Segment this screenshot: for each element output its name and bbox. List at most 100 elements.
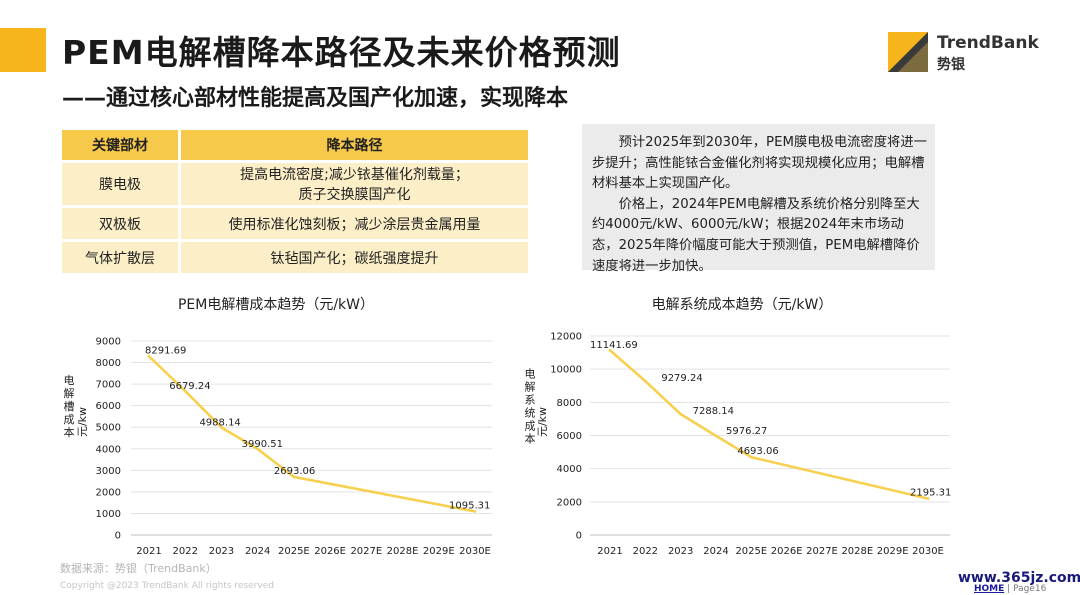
copyright-text: Copyright @2023 TrendBank All rights res… [60,581,274,591]
x-tick-label: 2028E [841,546,873,557]
data-point [750,455,753,459]
footer-nav: HOME | Page16 [974,584,1046,594]
table-cell-path-line: 质子交换膜国产化 [298,187,411,203]
table-cell-part: 膜电极 [62,163,181,205]
system-cost-chart: 电解系统成本趋势（元/kW） 0 2000 4000 6000 8000 10000 1200… [525,297,952,557]
y-axis-label: 电解系统成本 [525,368,536,446]
table-row: 双极板 使用标准化蚀刻板；减少涂层贵金属用量 [62,208,528,239]
forecast-note-box: 预计2025年到2030年，PEM膜电极电流密度将进一步提升；高性能铱合金催化剂… [582,124,935,274]
x-tick-label: 2030E [912,546,944,557]
table-cell-path: 使用标准化蚀刻板；减少涂层贵金属用量 [181,208,528,239]
data-label: 4693.06 [737,446,778,457]
data-label: 6679.24 [169,381,210,392]
data-label: 2195.31 [910,488,951,499]
data-point [292,475,296,479]
y-tick-label: 3000 [96,466,121,477]
table-cell-part: 气体扩散层 [62,242,181,273]
data-point [679,412,682,416]
y-tick-label: 2000 [96,487,121,498]
x-tick-label: 2023 [668,546,693,557]
table-row: 气体扩散层 钛毡国产化；碳纸强度提升 [62,242,528,273]
x-tick-label: 2022 [172,546,197,557]
chart-title: PEM电解槽成本趋势（元/kW） [178,297,374,313]
x-tick-label: 2030E [459,546,491,557]
table-cell-path: 钛毡国产化；碳纸强度提升 [181,242,528,273]
data-label: 7288.14 [693,406,734,417]
data-label: 9279.24 [661,373,702,384]
page-subtitle: ——通过核心部材性能提高及国产化加速，实现降本 [62,86,569,111]
data-label: 3990.51 [242,439,283,450]
table-cell-path: 提高电流密度;减少铱基催化剂载量； 质子交换膜国产化 [181,163,528,205]
y-tick-label: 10000 [550,365,582,376]
data-point [220,426,223,429]
trendbank-logo-icon [888,32,928,72]
note-paragraph: 价格上，2024年PEM电解槽及系统价格分别降至大约4000元/kW、6000元… [592,196,920,274]
logo-text: TrendBank [937,33,1039,53]
x-tick-label: 2029E [877,546,909,557]
y-tick-label: 12000 [550,332,582,343]
x-tick-label: 2026E [771,546,803,557]
series-line [608,348,930,500]
y-tick-label: 6000 [557,431,582,442]
x-tick-label: 2027E [806,546,838,557]
logo-text-cn: 势银 [937,57,965,73]
data-point [183,389,187,393]
y-tick-label: 5000 [96,423,121,434]
table-header-part: 关键部材 [62,130,181,160]
y-tick-label: 9000 [96,337,121,348]
x-tick-label: 2024 [245,546,270,557]
note-paragraph: 预计2025年到2030年，PEM膜电极电流密度将进一步提升；高性能铱合金催化剂… [592,135,927,192]
cost-reduction-table: 关键部材 降本路径 膜电极 提高电流密度;减少铱基催化剂载量； 质子交换膜国产化… [62,127,528,276]
x-tick-label: 2022 [633,546,658,557]
x-tick-label: 2026E [314,546,346,557]
x-tick-label: 2024 [703,546,728,557]
x-tick-label: 2029E [423,546,455,557]
data-point [256,447,259,451]
title-accent-block [0,28,46,72]
watermark: www.365jz.com [958,570,1080,586]
y-tick-label: 0 [576,531,582,542]
y-axis-unit: 元/kw [536,407,549,437]
data-point [473,510,477,513]
x-tick-label: 2028E [387,546,419,557]
data-point [644,379,647,383]
data-point [714,434,718,438]
y-tick-label: 4000 [557,464,582,475]
data-label: 4988.14 [199,417,240,428]
page-number: | Page16 [1007,584,1047,594]
table-header-path: 降本路径 [181,130,528,160]
y-tick-label: 6000 [96,401,121,412]
x-tick-label: 2027E [350,546,382,557]
chart-title: 电解系统成本趋势（元/kW） [652,297,833,313]
table-cell-part: 双极板 [62,208,181,239]
series-line [147,354,477,513]
data-label: 2693.06 [274,466,315,477]
data-label: 5976.27 [726,426,767,437]
y-axis-unit: 元/kw [76,407,89,437]
data-point [147,354,151,358]
x-tick-label: 2025E [735,546,767,557]
home-link[interactable]: HOME [974,584,1005,594]
y-tick-label: 8000 [557,398,582,409]
data-label: 1095.31 [449,500,490,511]
data-point [608,348,612,352]
data-source: 数据来源：势银（TrendBank） [60,562,217,575]
y-tick-label: 8000 [96,358,121,369]
y-tick-label: 4000 [96,444,121,455]
y-tick-label: 0 [115,531,121,542]
data-label: 11141.69 [590,340,638,351]
x-tick-label: 2021 [597,546,622,557]
table-cell-path-line: 提高电流密度;减少铱基催化剂载量； [240,167,469,183]
x-tick-label: 2021 [136,546,161,557]
y-tick-label: 7000 [96,380,121,391]
y-tick-label: 1000 [96,509,121,520]
data-point [926,497,930,500]
x-tick-label: 2023 [209,546,234,557]
data-label: 8291.69 [145,345,186,356]
table-row: 膜电极 提高电流密度;减少铱基催化剂载量； 质子交换膜国产化 [62,163,528,205]
x-tick-label: 2025E [278,546,310,557]
page-title: PEM电解槽降本路径及未来价格预测 [62,33,621,72]
pem-stack-cost-chart: PEM电解槽成本趋势（元/kW） 0 1000 2000 3000 4000 5000 600… [64,297,492,557]
y-tick-label: 2000 [557,497,582,508]
